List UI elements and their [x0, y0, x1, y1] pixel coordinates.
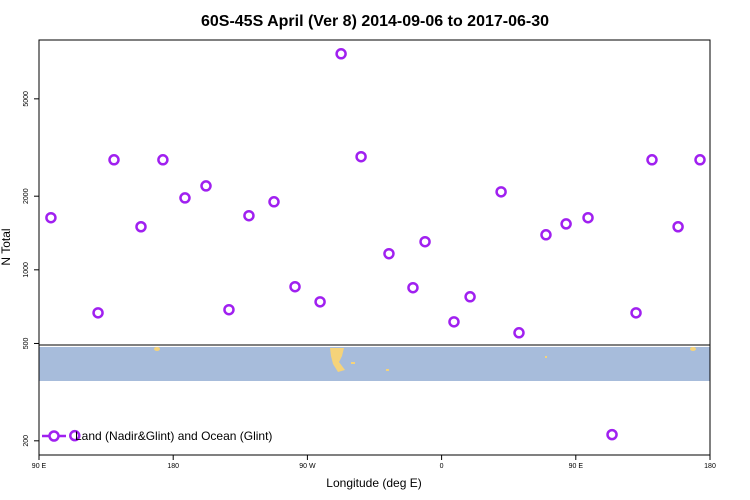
legend-label: Land (Nadir&Glint) and Ocean (Glint)	[75, 429, 272, 443]
point	[582, 211, 594, 224]
map-strip	[39, 344, 710, 381]
point	[694, 154, 706, 166]
x-tick-label: 180	[704, 463, 716, 470]
point	[495, 186, 507, 198]
point	[289, 280, 301, 293]
point	[157, 154, 169, 166]
point	[513, 327, 525, 339]
point	[69, 429, 81, 442]
point	[606, 428, 618, 441]
point	[243, 209, 255, 222]
point	[672, 221, 684, 233]
point	[464, 291, 476, 303]
x-tick-label: 180	[167, 463, 179, 470]
point	[223, 303, 235, 316]
point	[646, 154, 658, 166]
y-tick-label: 1000	[23, 262, 30, 278]
point	[448, 316, 460, 328]
x-tick-label: 90 E	[32, 463, 47, 470]
y-tick-label: 2000	[23, 188, 30, 204]
point	[335, 48, 347, 60]
point	[200, 180, 212, 192]
point	[540, 229, 552, 241]
point	[355, 150, 367, 163]
point	[108, 154, 120, 166]
x-tick-label: 0	[440, 463, 444, 470]
y-tick-label: 5000	[23, 91, 30, 107]
plot-frame	[38, 39, 711, 456]
chart-title: 60S-45S April (Ver 8) 2014-09-06 to 2017…	[201, 13, 549, 30]
point	[135, 221, 147, 233]
point	[179, 192, 191, 204]
point	[630, 307, 642, 319]
y-tick-label: 500	[23, 338, 30, 350]
point	[314, 296, 326, 308]
x-tick-label: 90 W	[299, 463, 316, 470]
point	[92, 307, 104, 319]
point	[383, 247, 395, 260]
x-axis-label: Longitude (deg E)	[326, 476, 421, 490]
point	[45, 211, 57, 224]
point	[560, 218, 572, 230]
point	[268, 196, 280, 208]
x-tick-label: 90 E	[569, 463, 584, 470]
y-tick-label: 200	[23, 435, 30, 447]
legend-marker	[48, 430, 60, 442]
point	[407, 281, 419, 294]
point	[419, 235, 431, 248]
y-axis-label: N Total	[0, 228, 13, 265]
